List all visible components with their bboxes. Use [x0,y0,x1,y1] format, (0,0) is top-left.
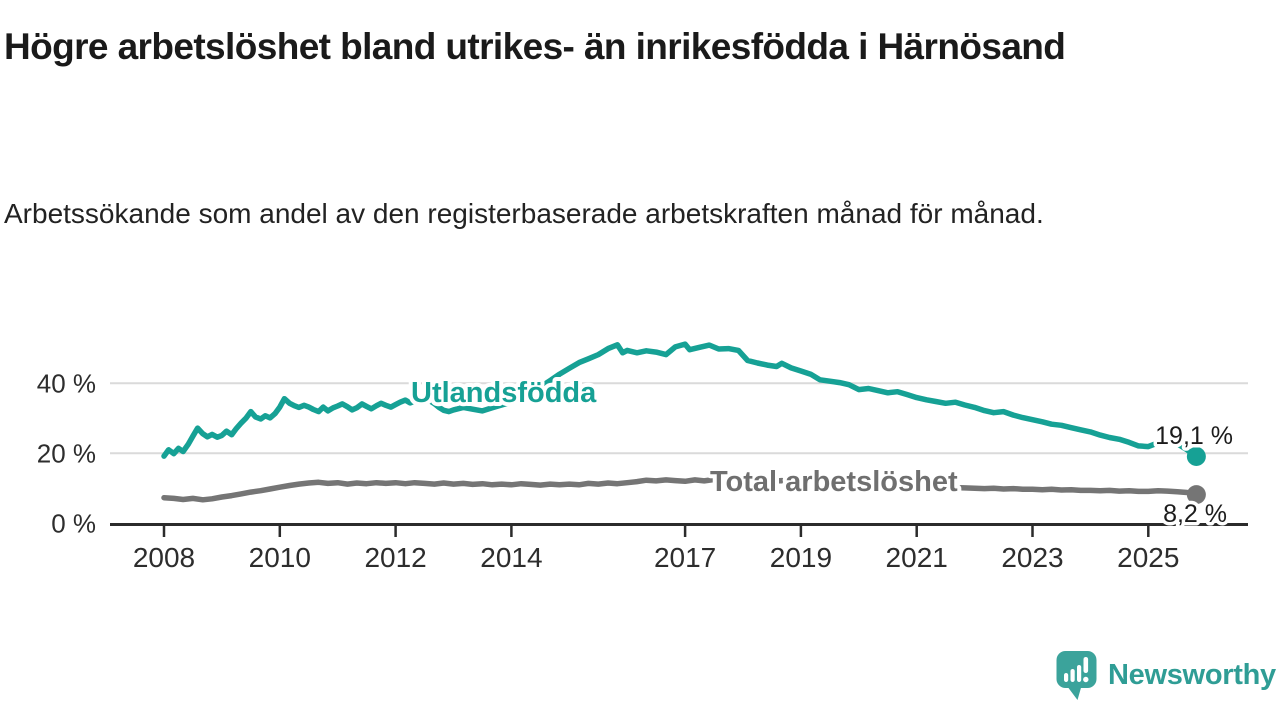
x-tick-label: 2025 [1117,542,1179,573]
series-labels: Utlandsfödda Total arbetslöshet [407,373,962,502]
newsworthy-logo: Newsworthy [1055,646,1276,704]
x-tick-label: 2012 [364,542,426,573]
gridlines [110,382,1248,455]
x-tick-label: 2021 [886,542,948,573]
x-axis [110,523,1248,537]
end-value-utlandsfodda: 19,1 % [1155,422,1233,450]
data-line-utlandsfodda [161,341,1200,460]
end-dot-total [1186,485,1206,505]
x-tick-label: 2008 [133,542,195,573]
x-tick-label: 2010 [249,542,311,573]
y-tick-label: 40 % [37,368,96,398]
end-dot-utlandsfodda [1186,446,1206,466]
page-title: Högre arbetslöshet bland utrikes- än inr… [4,26,1066,67]
x-tick-label: 2017 [654,542,716,573]
x-tick-label: 2014 [480,542,542,573]
newsworthy-bubble-icon [1056,651,1097,700]
data-line-total [161,476,1200,503]
y-tick-label: 20 % [37,438,96,468]
y-tick-label: 0 % [51,508,96,538]
chart-subtitle: Arbetssökande som andel av den registerb… [4,198,1044,229]
axis-tick-labels: 0 % 20 % 40 % 2008 2010 2012 2014 2017 2019 2021 2… [37,368,1180,573]
data-lines [161,341,1200,503]
series-label-utlandsfodda: Utlandsfödda [411,377,597,409]
newsworthy-logo-text: Newsworthy [1108,658,1276,691]
end-value-total-arbetsloshet: 8,2 % [1163,500,1227,528]
series-label-total-arbetsloshet: Total arbetslöshet [710,466,958,498]
x-tick-label: 2019 [770,542,832,573]
x-tick-label: 2023 [1001,542,1063,573]
end-value-labels: 19,1 % 8,2 % [1152,419,1237,532]
end-point-dots [1186,446,1206,505]
